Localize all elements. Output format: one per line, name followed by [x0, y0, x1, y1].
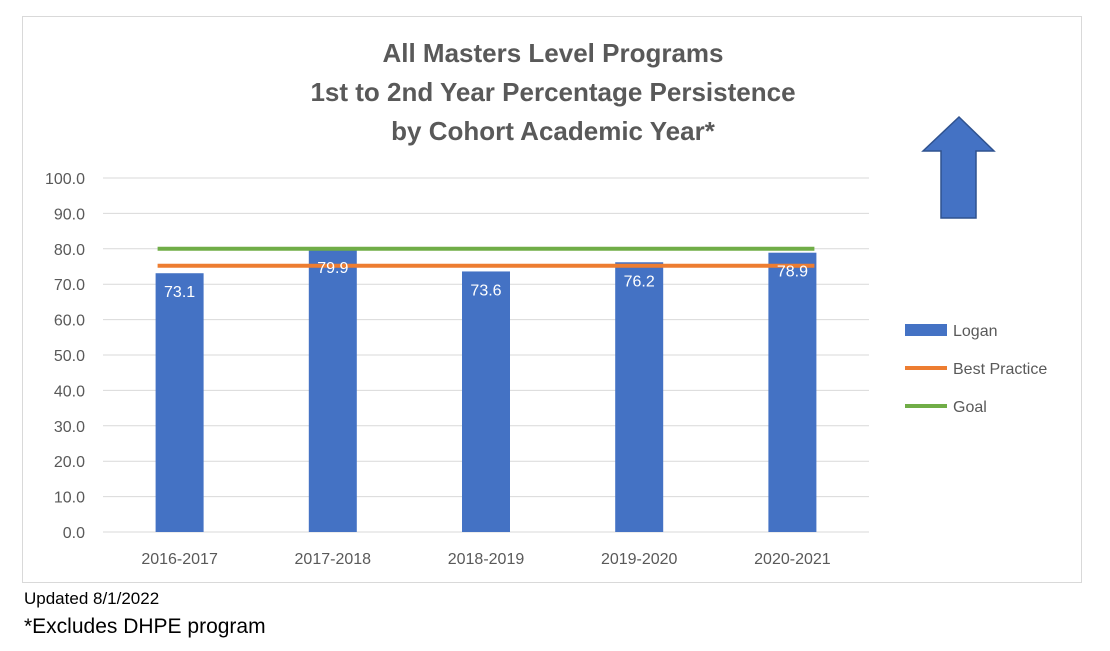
- bar-2020-2021: [768, 252, 817, 532]
- x-tick-label: 2020-2021: [754, 551, 831, 568]
- y-axis-ticks: 0.0 10.0 20.0 30.0 40.0 50.0 60.0 70.0 80.0 90.0 1…: [45, 171, 85, 542]
- y-tick-label: 70.0: [54, 277, 85, 294]
- x-tick-label: 2017-2018: [295, 551, 372, 568]
- line-series: [157, 246, 815, 268]
- x-axis-ticks: 2016-2017 2017-2018 2018-2019 2019-2020 2020…: [141, 551, 830, 568]
- chart-title-line-1: All Masters Level Programs: [382, 38, 723, 68]
- data-labels: 73.1 79.9 73.6 76.2 78.9: [164, 260, 808, 301]
- legend-label: Goal: [953, 399, 987, 416]
- legend-item-best-practice: Best Practice: [905, 361, 1047, 378]
- data-label: 76.2: [624, 273, 655, 290]
- y-tick-label: 40.0: [54, 383, 85, 400]
- y-tick-label: 30.0: [54, 419, 85, 436]
- legend-item-goal: Goal: [905, 399, 987, 416]
- excludes-note: *Excludes DHPE program: [24, 615, 266, 638]
- bar-2017-2018: [308, 249, 357, 533]
- bar-series-logan: [155, 249, 817, 533]
- bar-2019-2020: [615, 262, 664, 532]
- y-tick-label: 80.0: [54, 242, 85, 259]
- y-tick-label: 60.0: [54, 313, 85, 330]
- y-tick-label: 10.0: [54, 490, 85, 507]
- y-tick-label: 20.0: [54, 454, 85, 471]
- up-arrow-icon: [921, 115, 996, 219]
- y-tick-label: 50.0: [54, 348, 85, 365]
- x-tick-label: 2019-2020: [601, 551, 678, 568]
- bar-2018-2019: [462, 271, 510, 532]
- chart-frame: All Masters Level Programs 1st to 2nd Yea…: [22, 16, 1082, 583]
- chart-title: All Masters Level Programs 1st to 2nd Yea…: [310, 38, 795, 146]
- legend-swatch: [905, 324, 947, 336]
- data-label: 73.1: [164, 284, 195, 301]
- legend-label: Logan: [953, 323, 998, 340]
- legend-label: Best Practice: [953, 361, 1047, 378]
- y-tick-label: 100.0: [45, 171, 85, 188]
- chart-title-line-2: 1st to 2nd Year Percentage Persistence: [310, 77, 795, 107]
- data-label: 78.9: [777, 264, 808, 281]
- up-arrow-icon: [921, 115, 996, 219]
- x-tick-label: 2016-2017: [141, 551, 218, 568]
- chart-title-line-3: by Cohort Academic Year*: [391, 116, 716, 146]
- updated-note: Updated 8/1/2022: [24, 589, 160, 608]
- bar-2016-2017: [155, 273, 204, 532]
- legend-item-logan: Logan: [905, 323, 998, 340]
- y-tick-label: 90.0: [54, 206, 85, 223]
- chart-canvas: All Masters Level Programs 1st to 2nd Yea…: [45, 38, 1047, 568]
- x-tick-label: 2018-2019: [448, 551, 525, 568]
- data-label: 73.6: [470, 282, 501, 299]
- y-tick-label: 0.0: [63, 525, 85, 542]
- data-label: 79.9: [317, 260, 348, 277]
- legend: Logan Best Practice Goal: [905, 323, 1047, 416]
